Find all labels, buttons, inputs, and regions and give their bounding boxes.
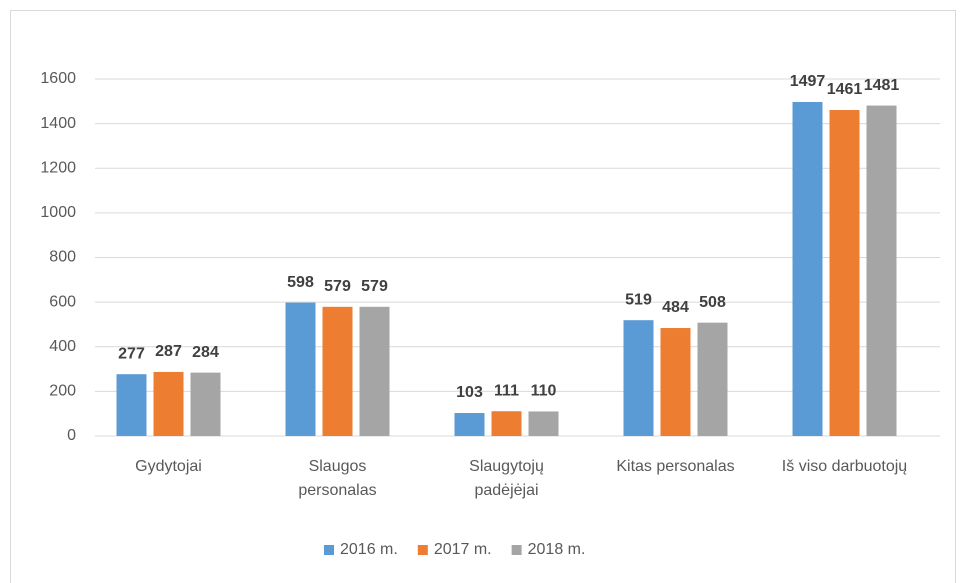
data-label: 484 xyxy=(662,299,689,316)
legend-label: 2016 m. xyxy=(340,541,398,558)
bar xyxy=(190,372,221,436)
y-tick-label: 0 xyxy=(67,427,76,444)
bar xyxy=(491,411,522,436)
data-label: 519 xyxy=(625,291,652,308)
y-tick-label: 400 xyxy=(49,338,76,355)
x-tick-label: Iš viso darbuotojų xyxy=(781,458,908,475)
legend-label: 2017 m. xyxy=(434,541,492,558)
data-label: 508 xyxy=(699,294,726,311)
bar xyxy=(660,328,691,436)
y-tick-label: 800 xyxy=(49,249,76,266)
data-label: 598 xyxy=(287,274,314,291)
data-label: 579 xyxy=(324,278,351,295)
data-label: 284 xyxy=(192,344,219,361)
y-tick-label: 1400 xyxy=(40,115,76,132)
data-label: 277 xyxy=(118,345,145,362)
y-tick-label: 200 xyxy=(49,383,76,400)
x-tick-label: Kitas personalas xyxy=(616,458,735,475)
data-label: 1461 xyxy=(827,81,863,98)
bar xyxy=(623,320,654,436)
data-label: 103 xyxy=(456,384,483,401)
y-tick-label: 1200 xyxy=(40,159,76,176)
bar xyxy=(322,306,353,436)
y-tick-label: 1000 xyxy=(40,204,76,221)
bar xyxy=(454,413,485,436)
data-label: 579 xyxy=(361,278,388,295)
bar xyxy=(153,371,184,436)
data-label: 287 xyxy=(155,343,182,360)
x-tick-label: Slaugytojų padėjėjai xyxy=(469,458,544,499)
data-label: 1481 xyxy=(864,77,900,94)
bar xyxy=(829,110,860,436)
y-tick-label: 1600 xyxy=(40,70,76,87)
y-tick-label: 600 xyxy=(49,293,76,310)
legend-swatch xyxy=(324,545,334,555)
bar xyxy=(866,105,897,436)
x-tick-label: Gydytojai xyxy=(135,458,202,475)
x-tick-label: Slaugos personalas xyxy=(298,458,377,499)
bar xyxy=(528,411,559,436)
bar xyxy=(792,101,823,436)
data-label: 111 xyxy=(494,382,519,399)
chart-border xyxy=(10,10,956,583)
legend-swatch xyxy=(511,545,522,555)
legend-swatch xyxy=(417,545,428,555)
bar xyxy=(697,322,728,436)
data-label: 110 xyxy=(531,383,557,400)
bar xyxy=(359,306,390,436)
data-label: 1497 xyxy=(790,73,826,90)
bar xyxy=(285,302,316,436)
bar xyxy=(116,374,147,436)
legend-label: 2018 m. xyxy=(528,541,586,558)
